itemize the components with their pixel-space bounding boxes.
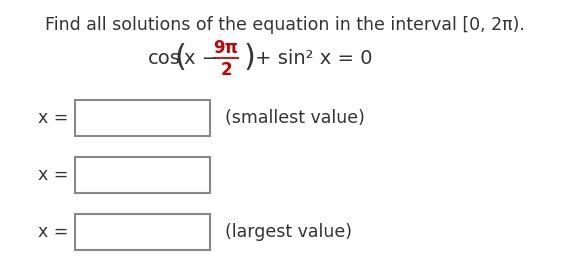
- Text: x =: x =: [38, 109, 68, 127]
- Text: x −: x −: [184, 48, 218, 68]
- Text: x =: x =: [38, 223, 68, 241]
- Text: + sin² x = 0: + sin² x = 0: [255, 48, 373, 68]
- Text: 2: 2: [220, 61, 232, 79]
- Text: (: (: [174, 44, 186, 73]
- Text: Find all solutions of the equation in the interval [0, 2π).: Find all solutions of the equation in th…: [45, 16, 525, 34]
- Bar: [75, 214, 210, 250]
- Text: x =: x =: [38, 166, 68, 184]
- Text: (largest value): (largest value): [225, 223, 352, 241]
- Text: (smallest value): (smallest value): [225, 109, 365, 127]
- Bar: [75, 157, 210, 193]
- Text: ): ): [244, 44, 256, 73]
- Bar: [75, 100, 210, 136]
- Text: 9π: 9π: [214, 39, 238, 57]
- Text: cos: cos: [148, 48, 181, 68]
